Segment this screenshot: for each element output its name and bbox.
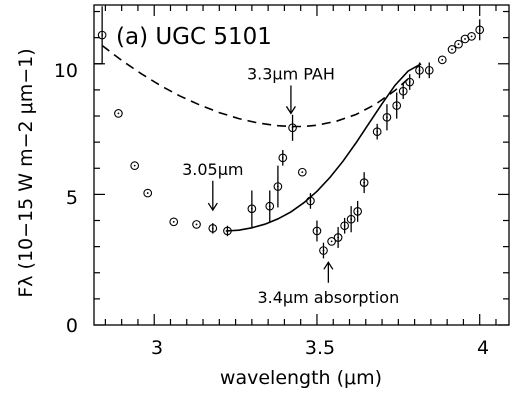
data-point (447, 45, 457, 54)
data-points (94, 6, 485, 259)
data-point-center (337, 236, 340, 239)
data-point (130, 161, 140, 171)
y-tick-label: 5 (66, 187, 78, 209)
data-point (415, 65, 424, 75)
data-point (192, 220, 201, 229)
data-point-center (343, 224, 346, 227)
x-tick-label: 3.5 (305, 337, 335, 359)
data-point-center (395, 104, 398, 107)
data-point-center (330, 240, 333, 243)
data-point-center (277, 185, 279, 188)
axis-ticks (94, 5, 509, 326)
data-point-center (322, 249, 325, 252)
plot-frame (93, 4, 510, 326)
data-point (454, 39, 463, 49)
annotation-label: 3.3μm PAH (247, 64, 335, 83)
data-point-center (386, 116, 388, 119)
y-tick-label: 0 (66, 315, 78, 337)
data-point-center (441, 58, 444, 61)
data-point-center (363, 181, 366, 184)
dashed-continuum-line (101, 44, 409, 128)
data-point (359, 178, 369, 187)
continuum-curves (101, 44, 422, 232)
data-point (169, 217, 179, 227)
annotation-label: 3.05μm (182, 160, 243, 179)
data-point (306, 196, 315, 206)
annotation-arrowhead (207, 202, 218, 212)
data-point (208, 223, 218, 233)
data-point (288, 123, 297, 133)
data-point-center (117, 112, 120, 115)
data-point (353, 207, 362, 216)
data-point-center (478, 28, 481, 31)
data-point (382, 112, 392, 122)
data-point-center (464, 38, 466, 40)
data-point (319, 246, 328, 255)
data-point (437, 55, 447, 65)
data-point (278, 153, 288, 163)
data-point (372, 127, 382, 137)
data-point-center (250, 207, 253, 210)
data-point (312, 226, 322, 236)
data-point-center (376, 130, 379, 133)
data-point (398, 86, 408, 96)
data-point-center (172, 220, 175, 223)
data-point-center (281, 156, 284, 159)
annotation-arrowhead (285, 106, 296, 115)
data-point-center (356, 210, 359, 213)
data-point-center (350, 218, 353, 221)
data-point-center (408, 81, 411, 83)
x-tick-label: 3 (151, 337, 163, 359)
data-point (143, 188, 153, 198)
x-tick-label: 4 (477, 337, 489, 359)
data-point-center (291, 126, 294, 129)
data-point-center (146, 192, 149, 194)
data-point (475, 25, 485, 35)
annotation-arrowhead (323, 261, 334, 270)
data-point-center (211, 227, 214, 230)
data-point (392, 101, 402, 110)
data-point (247, 204, 257, 214)
data-point-center (428, 69, 431, 72)
data-point (265, 201, 275, 211)
data-point-center (268, 205, 271, 208)
data-point (327, 237, 336, 246)
data-point-center (470, 35, 473, 38)
data-point-center (195, 223, 198, 226)
data-point (467, 31, 476, 41)
annotation-label: 3.4μm absorption (257, 288, 399, 307)
annotations: 3.3μm PAH 3.05μm 3.4μm absorption (182, 64, 399, 306)
data-point-center (316, 230, 318, 232)
data-point (405, 77, 415, 87)
solid-continuum-line (225, 63, 422, 232)
data-point-center (309, 200, 312, 202)
data-point-center (301, 171, 304, 174)
data-point (114, 109, 123, 118)
data-point (333, 233, 343, 242)
chart-title: (a) UGC 5101 (116, 24, 272, 50)
y-axis-label: Fλ (10−15 W m−2 μm−1) (15, 48, 37, 297)
data-point-center (418, 69, 421, 72)
data-point (297, 167, 307, 177)
data-point-center (226, 230, 229, 232)
data-point-center (133, 164, 136, 167)
data-point (346, 214, 356, 224)
data-point (273, 182, 283, 191)
data-point (223, 226, 232, 236)
y-tick-label: 10 (54, 60, 78, 82)
data-point-center (457, 43, 460, 46)
data-point-center (402, 90, 405, 93)
data-point (97, 30, 107, 40)
data-point-center (101, 34, 104, 36)
data-point-center (451, 48, 453, 51)
data-point (340, 221, 349, 231)
x-axis-label: wavelength (μm) (220, 367, 382, 389)
data-point (424, 65, 434, 75)
